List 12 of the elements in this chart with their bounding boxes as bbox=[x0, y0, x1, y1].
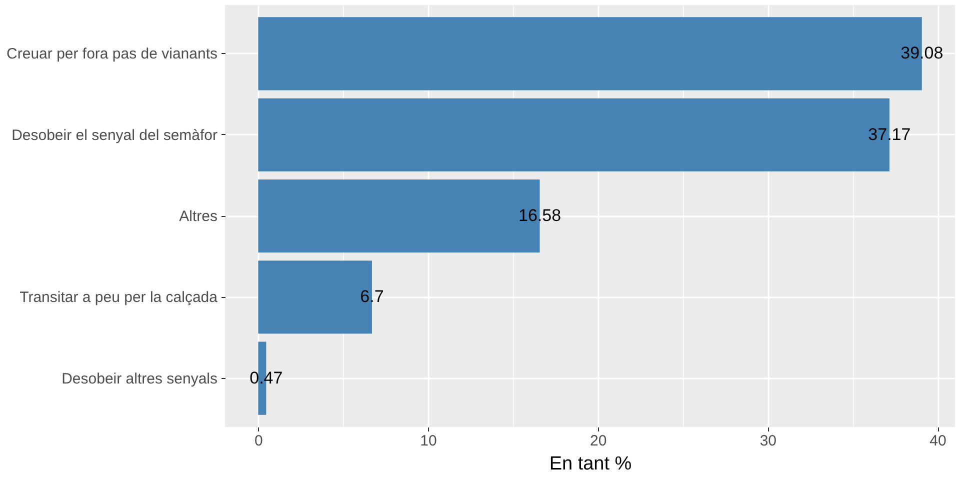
x-tick-label: 20 bbox=[590, 432, 607, 450]
x-tick-label: 0 bbox=[254, 432, 263, 450]
x-tick-label: 30 bbox=[760, 432, 777, 450]
y-tick-label: Creuar per fora pas de vianants bbox=[6, 46, 218, 63]
y-tick-label: Desobeir el senyal del semàfor bbox=[12, 126, 218, 144]
data-label: 6.7 bbox=[360, 287, 384, 306]
y-tick-label: Desobeir altres senyals bbox=[62, 370, 218, 388]
y-tick-label: Transitar a peu per la calçada bbox=[20, 289, 218, 306]
x-tick-label: 10 bbox=[420, 432, 437, 450]
x-tick-label: 40 bbox=[930, 432, 946, 450]
y-tick-label: Altres bbox=[179, 208, 218, 225]
x-axis-title: En tant % bbox=[549, 454, 632, 474]
